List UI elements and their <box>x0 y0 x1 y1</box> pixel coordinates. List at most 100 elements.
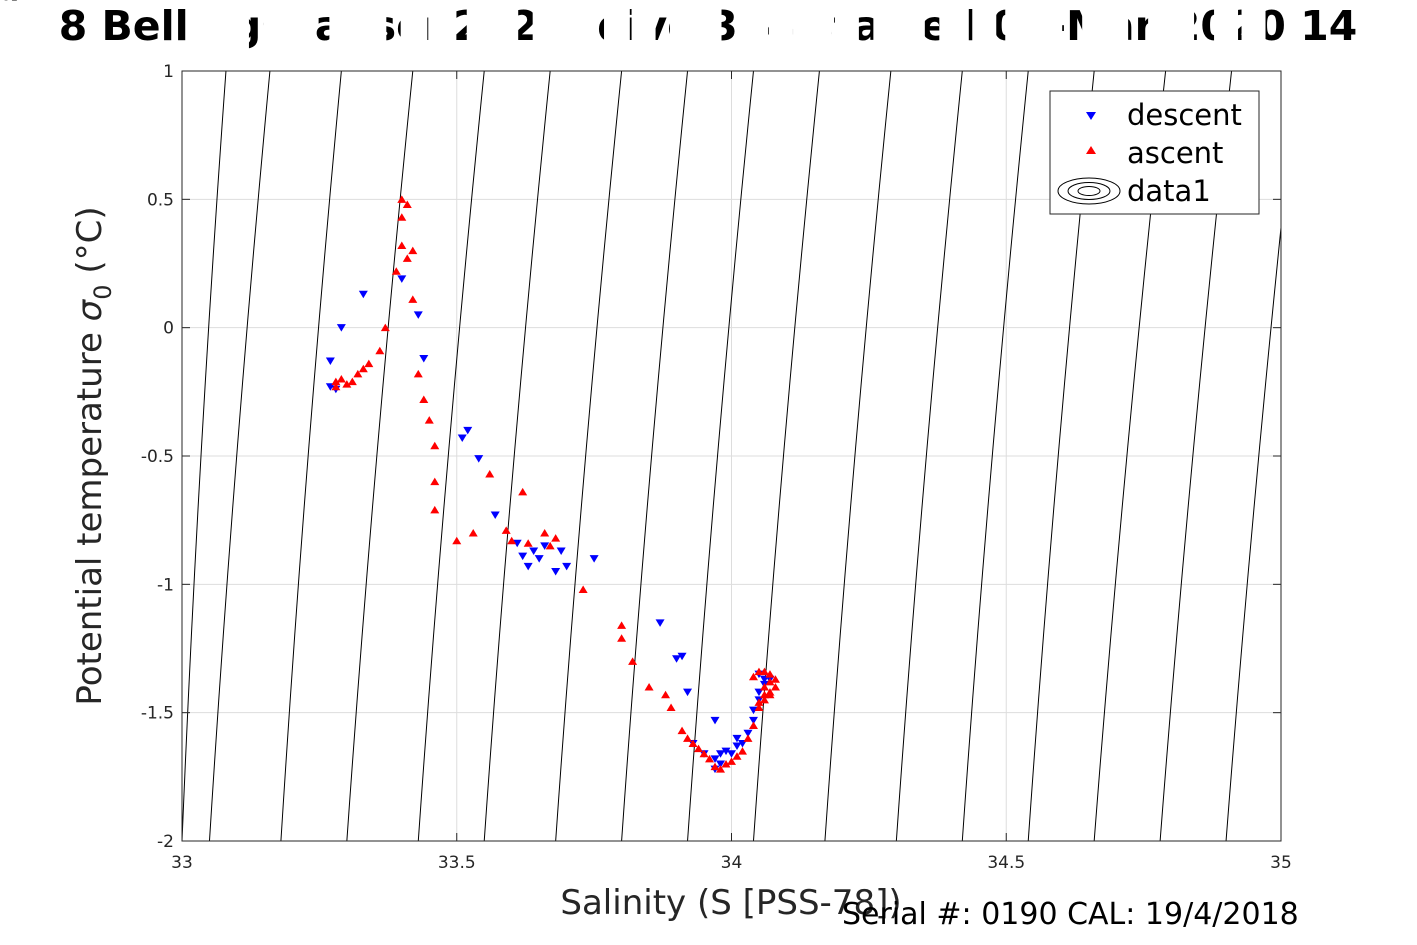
ascent-point <box>644 683 654 691</box>
ascent-point <box>391 267 401 275</box>
ascent-point <box>380 323 390 332</box>
contour-label-bottom: 27.1 <box>0 0 21 5</box>
contour-label-gap <box>834 0 859 56</box>
contour-label-gap <box>1170 0 1195 56</box>
contour-label-gap <box>944 0 969 56</box>
density-contour <box>752 71 820 841</box>
contour-label-bottom: 27.6 <box>0 0 21 5</box>
legend-descent-label: descent <box>1127 98 1242 132</box>
ascent-point <box>721 760 731 768</box>
contour-label-gap <box>290 0 315 56</box>
y-axis-label-unit: (°C) <box>70 206 110 284</box>
ascent-point <box>666 703 676 712</box>
ascent-point <box>732 752 742 760</box>
ascent-point <box>683 734 693 742</box>
contour-label-gap <box>400 0 425 56</box>
descent-point <box>737 739 747 748</box>
contour-label-gap <box>604 0 629 56</box>
contour-label-bottom: 28.1 <box>0 0 21 5</box>
contour-label-mid: 27.4 <box>0 0 21 5</box>
descent-point <box>512 539 522 548</box>
contour-label-gap <box>741 0 766 56</box>
ascent-point <box>430 505 440 514</box>
ascent-point <box>759 683 769 691</box>
density-contour <box>687 71 754 841</box>
ascent-point <box>468 529 478 537</box>
contour-label-bottom: 27.7 <box>0 0 21 5</box>
descent-point <box>556 547 566 555</box>
y-tick-label: -1 <box>157 575 174 595</box>
x-tick-label: 33 <box>171 853 193 873</box>
contour-label-bottom: 27.9 <box>0 0 21 5</box>
contour-label-gap <box>1016 0 1041 56</box>
descent-point <box>562 562 572 571</box>
ascent-point <box>452 536 462 545</box>
contour-label-mid: 27.5 <box>0 0 21 5</box>
descent-point <box>534 555 544 563</box>
contour-label-bottom: 27 <box>0 0 12 5</box>
contour-label-bottom: 27.8 <box>0 0 21 5</box>
descent-point <box>732 742 742 751</box>
ascent-point <box>397 195 407 203</box>
density-contour <box>182 71 227 841</box>
contour-label-gap <box>631 0 656 56</box>
ascent-point <box>628 657 638 665</box>
contour-label-top: 27.3 <box>0 0 21 5</box>
descent-point <box>463 426 473 435</box>
ascent-point <box>408 246 418 255</box>
contour-label-top: 27.6 <box>0 0 21 5</box>
density-contour-labels: 26.526.626.726.826.92727.127.227.327.427… <box>0 0 1266 56</box>
descent-point <box>754 688 764 697</box>
descent-point <box>358 290 368 299</box>
legend: descent ascent data1 <box>1049 90 1260 215</box>
y-tick-label: -2 <box>157 832 174 852</box>
ascent-point <box>759 667 769 676</box>
ascent-point <box>331 382 341 391</box>
ascent-point <box>716 765 726 773</box>
ascent-point <box>677 726 687 735</box>
density-contour <box>483 71 551 841</box>
y-tick-label: -1.5 <box>141 704 174 724</box>
descent-point <box>743 729 753 738</box>
ascent-point <box>617 634 627 642</box>
x-axis-label: Salinity (S [PSS-78]) <box>560 883 901 923</box>
descent-point <box>540 542 550 550</box>
contour-label-gap <box>1148 0 1173 56</box>
axis-ticks: 33 33.5 34 34.5 35 -2 -1.5 -1 -0.5 0 0.5 1 <box>141 62 1292 873</box>
ascent-point <box>518 487 528 496</box>
ascent-point <box>331 377 341 386</box>
descent-point <box>325 357 335 366</box>
descent-point <box>457 434 467 443</box>
density-contour <box>895 71 963 841</box>
contour-label-mid: 27.8 <box>0 0 21 5</box>
contour-label-gap <box>1241 0 1266 56</box>
contour-label-bottom: 27.4 <box>0 0 21 5</box>
descent-point <box>716 760 726 768</box>
contour-label-mid: 27.2 <box>0 0 21 5</box>
contour-label-gap <box>362 0 387 56</box>
ascent-point <box>347 377 357 386</box>
contour-label-top: 27.4 <box>0 0 21 5</box>
legend-data1-label: data1 <box>1127 174 1211 208</box>
descent-point <box>529 547 539 555</box>
y-tick-label: 0 <box>163 319 174 339</box>
ascent-point <box>540 529 550 537</box>
density-contour <box>555 71 623 841</box>
contour-label-bottom: 26.6 <box>0 0 21 5</box>
contour-label-mid: 28 <box>0 0 12 5</box>
ascent-point <box>419 395 429 404</box>
ascent-point <box>501 526 511 534</box>
contour-label-mid: 27.7 <box>0 0 21 5</box>
contour-label-gap <box>1214 0 1239 56</box>
ascent-point <box>413 369 423 378</box>
contour-label-gap <box>972 0 997 56</box>
ascent-point <box>737 747 747 755</box>
y-axis-label-symbol: σ <box>70 298 110 321</box>
contour-label-gap <box>428 0 453 56</box>
legend-box <box>1049 90 1260 215</box>
contour-label-top: 26.8 <box>0 0 21 5</box>
density-contour <box>346 71 414 841</box>
ascent-point <box>545 541 555 550</box>
ascent-point <box>727 757 736 765</box>
